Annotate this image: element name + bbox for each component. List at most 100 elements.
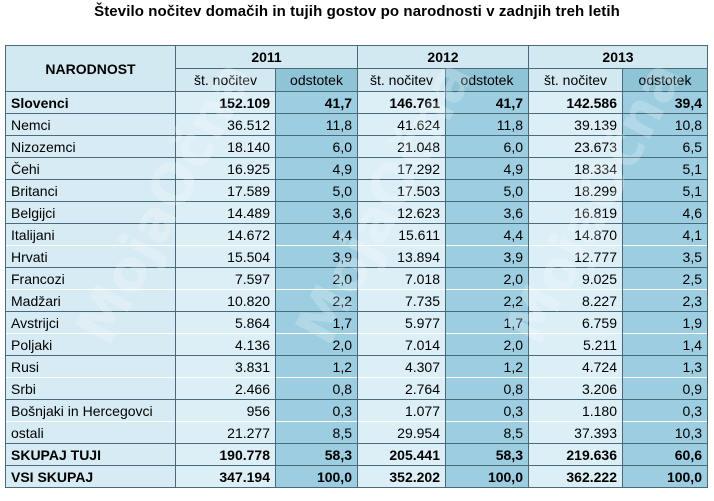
cell-nights-2012: 352.202 — [357, 465, 446, 488]
cell-percent-2012: 0,3 — [445, 399, 529, 422]
cell-nights-2011: 18.140 — [175, 135, 276, 158]
cell-percent-2013: 4,1 — [622, 223, 708, 246]
cell-nights-2012: 7.735 — [357, 289, 446, 312]
cell-percent-2012: 1,7 — [445, 311, 529, 334]
cell-nationality: Bošnjaki in Hercegovci — [5, 399, 176, 422]
table-row: Nizozemci 18.140 6,0 21.048 6,0 23.673 6,5 — [5, 135, 708, 158]
cell-percent-2011: 3,9 — [275, 245, 358, 268]
table-row: Čehi 16.925 4,9 17.292 4,9 18.334 5,1 — [5, 157, 708, 180]
cell-nights-2012: 13.894 — [357, 245, 446, 268]
cell-percent-2011: 11,8 — [275, 113, 358, 136]
cell-percent-2011: 41,7 — [275, 91, 358, 114]
header-percent-2012: odstotek — [445, 68, 529, 92]
table-header: NARODNOST 2011 2012 2013 št. nočitev ods… — [5, 45, 708, 92]
table-row: Poljaki 4.136 2,0 7.014 2,0 5.211 1,4 — [5, 333, 708, 356]
cell-percent-2012: 100,0 — [445, 465, 529, 488]
cell-nights-2011: 14.672 — [175, 223, 276, 246]
cell-nights-2012: 7.018 — [357, 267, 446, 290]
cell-percent-2013: 4,6 — [622, 201, 708, 224]
cell-nationality: Poljaki — [5, 333, 176, 356]
cell-nationality: Britanci — [5, 179, 176, 202]
cell-nationality: SKUPAJ TUJI — [5, 443, 176, 466]
cell-percent-2013: 39,4 — [622, 91, 708, 114]
cell-percent-2012: 4,4 — [445, 223, 529, 246]
table-row: Slovenci 152.109 41,7 146.761 41,7 142.586 39,… — [5, 91, 708, 114]
cell-nights-2013: 6.759 — [528, 311, 623, 334]
cell-nights-2013: 362.222 — [528, 465, 623, 488]
table-row: Avstrijci 5.864 1,7 5.977 1,7 6.759 1,9 — [5, 311, 708, 334]
cell-nights-2012: 2.764 — [357, 377, 446, 400]
cell-nights-2011: 347.194 — [175, 465, 276, 488]
header-year-2013: 2013 — [528, 45, 708, 69]
cell-nights-2013: 9.025 — [528, 267, 623, 290]
cell-nights-2011: 21.277 — [175, 421, 276, 444]
cell-nationality: Srbi — [5, 377, 176, 400]
header-nationality: NARODNOST — [5, 45, 176, 92]
cell-nights-2012: 205.441 — [357, 443, 446, 466]
cell-percent-2013: 0,3 — [622, 399, 708, 422]
cell-percent-2012: 11,8 — [445, 113, 529, 136]
table-title: Število nočitev domačih in tujih gostov … — [94, 3, 620, 20]
cell-percent-2011: 1,2 — [275, 355, 358, 378]
header-percent-2011: odstotek — [275, 68, 358, 92]
cell-percent-2012: 2,0 — [445, 267, 529, 290]
cell-nights-2013: 14.870 — [528, 223, 623, 246]
table-row: Belgijci 14.489 3,6 12.623 3,6 16.819 4,6 — [5, 201, 708, 224]
cell-nights-2012: 1.077 — [357, 399, 446, 422]
cell-nights-2013: 219.636 — [528, 443, 623, 466]
cell-percent-2012: 4,9 — [445, 157, 529, 180]
cell-nights-2011: 3.831 — [175, 355, 276, 378]
cell-percent-2013: 2,3 — [622, 289, 708, 312]
cell-nights-2012: 29.954 — [357, 421, 446, 444]
cell-percent-2011: 5,0 — [275, 179, 358, 202]
cell-percent-2012: 8,5 — [445, 421, 529, 444]
cell-nights-2013: 8.227 — [528, 289, 623, 312]
cell-percent-2011: 0,3 — [275, 399, 358, 422]
cell-nationality: Belgijci — [5, 201, 176, 224]
cell-percent-2012: 1,2 — [445, 355, 529, 378]
cell-nationality: Avstrijci — [5, 311, 176, 334]
table-row: ostali 21.277 8,5 29.954 8,5 37.393 10,3 — [5, 421, 708, 444]
cell-percent-2011: 58,3 — [275, 443, 358, 466]
cell-nationality: ostali — [5, 421, 176, 444]
cell-nights-2013: 23.673 — [528, 135, 623, 158]
table-body: Slovenci 152.109 41,7 146.761 41,7 142.586 39,… — [5, 91, 708, 488]
cell-percent-2011: 1,7 — [275, 311, 358, 334]
cell-nights-2013: 16.819 — [528, 201, 623, 224]
cell-nights-2013: 39.139 — [528, 113, 623, 136]
cell-nights-2011: 15.504 — [175, 245, 276, 268]
cell-nights-2013: 12.777 — [528, 245, 623, 268]
cell-percent-2012: 58,3 — [445, 443, 529, 466]
header-nights-2013: št. nočitev — [528, 68, 623, 92]
cell-nights-2013: 37.393 — [528, 421, 623, 444]
cell-percent-2011: 2,0 — [275, 333, 358, 356]
table-row: Nemci 36.512 11,8 41.624 11,8 39.139 10,8 — [5, 113, 708, 136]
table-row: Srbi 2.466 0,8 2.764 0,8 3.206 0,9 — [5, 377, 708, 400]
cell-percent-2011: 100,0 — [275, 465, 358, 488]
table-row: Madžari 10.820 2,2 7.735 2,2 8.227 2,3 — [5, 289, 708, 312]
cell-nationality: Madžari — [5, 289, 176, 312]
cell-nights-2013: 1.180 — [528, 399, 623, 422]
cell-percent-2013: 2,5 — [622, 267, 708, 290]
cell-nights-2011: 190.778 — [175, 443, 276, 466]
cell-percent-2011: 4,9 — [275, 157, 358, 180]
cell-nationality: Rusi — [5, 355, 176, 378]
nights-table: NARODNOST 2011 2012 2013 št. nočitev ods… — [5, 45, 708, 488]
table-row: Bošnjaki in Hercegovci 956 0,3 1.077 0,3 1.18… — [5, 399, 708, 422]
table-row: Hrvati 15.504 3,9 13.894 3,9 12.777 3,5 — [5, 245, 708, 268]
cell-percent-2011: 3,6 — [275, 201, 358, 224]
cell-nights-2011: 16.925 — [175, 157, 276, 180]
cell-nights-2013: 3.206 — [528, 377, 623, 400]
cell-percent-2012: 6,0 — [445, 135, 529, 158]
cell-nights-2013: 4.724 — [528, 355, 623, 378]
cell-nights-2013: 5.211 — [528, 333, 623, 356]
cell-percent-2013: 0,9 — [622, 377, 708, 400]
cell-percent-2011: 6,0 — [275, 135, 358, 158]
cell-percent-2011: 2,2 — [275, 289, 358, 312]
cell-nights-2012: 21.048 — [357, 135, 446, 158]
header-nights-2011: št. nočitev — [175, 68, 276, 92]
cell-nights-2011: 4.136 — [175, 333, 276, 356]
cell-percent-2011: 2,0 — [275, 267, 358, 290]
cell-percent-2013: 100,0 — [622, 465, 708, 488]
header-percent-2013: odstotek — [622, 68, 708, 92]
